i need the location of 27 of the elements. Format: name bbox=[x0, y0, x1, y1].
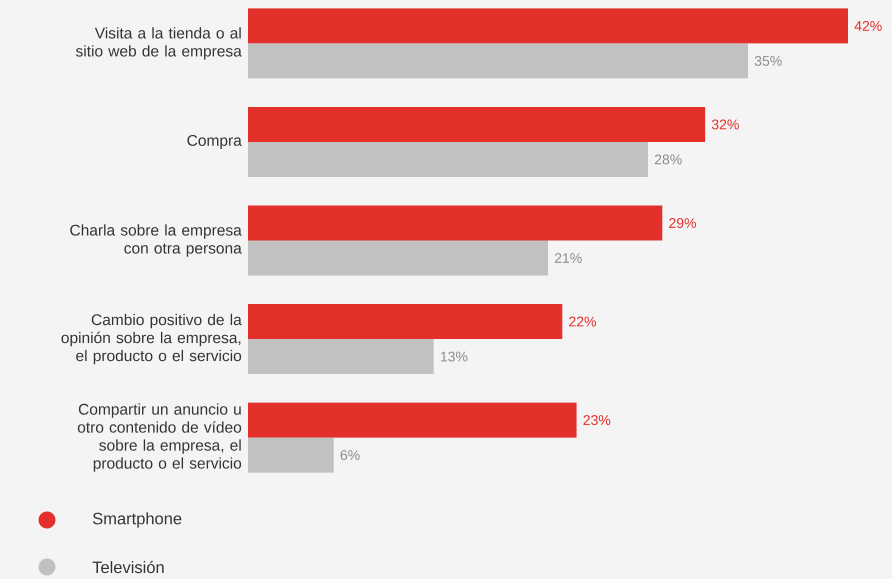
data-label: 23% bbox=[583, 415, 610, 426]
data-label: 29% bbox=[669, 218, 696, 228]
y-tick-label: Cambio positivo de la opinión sobre la empresa, el producto o el servicio bbox=[62, 314, 242, 364]
bar bbox=[248, 402, 577, 438]
bar bbox=[248, 339, 434, 374]
bar bbox=[248, 142, 648, 177]
data-label: 6% bbox=[340, 450, 360, 460]
y-tick-label: Charla sobre la empresa con otra persona bbox=[70, 224, 242, 257]
legend-label: Smartphone bbox=[92, 512, 182, 528]
data-label: 21% bbox=[554, 253, 582, 263]
bar bbox=[248, 240, 548, 276]
data-label: 35% bbox=[754, 56, 782, 66]
y-tick-label: Visita a la tienda o al sitio web de la empresa bbox=[76, 27, 242, 60]
data-label: 22% bbox=[569, 316, 596, 326]
bar bbox=[248, 438, 334, 473]
bar bbox=[248, 106, 706, 142]
bar bbox=[248, 206, 662, 241]
bar bbox=[248, 8, 848, 44]
data-label: 28% bbox=[654, 154, 682, 164]
y-tick-label: Compra bbox=[187, 134, 242, 149]
bar bbox=[248, 304, 562, 340]
data-label: 32% bbox=[712, 119, 739, 130]
data-label: 42% bbox=[854, 20, 882, 31]
legend-label: Televisión bbox=[92, 560, 164, 574]
bar bbox=[248, 43, 748, 78]
y-tick-label: Compartir un anuncio u otro contenido de vídeo sobre la empresa, el producto o el servicio bbox=[78, 403, 242, 472]
data-label: 13% bbox=[440, 352, 468, 362]
